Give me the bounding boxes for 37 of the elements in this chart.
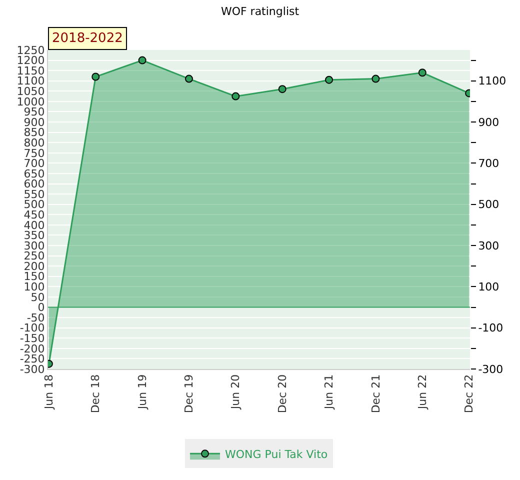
y2-tick-label: 500 [478,198,500,212]
legend-label: WONG Pui Tak Vito [225,448,328,461]
y-tick-label: -200 [20,342,45,356]
x-tick-label: Dec 19 [182,374,196,414]
y-tick-label: 400 [24,218,45,232]
y2-tick-label: 300 [478,239,500,252]
x-tick-label: Jun 19 [136,374,149,410]
y-tick-label: 150 [24,270,45,284]
point [372,74,380,83]
point [138,56,146,64]
y2-tick-label: -300 [478,362,504,376]
x-tick-label: Jun 20 [229,374,242,410]
y2-tick-label: 1100 [478,74,506,88]
x-tick-label: Jun 21 [322,374,336,410]
x-tick-label: Dec 22 [462,374,476,414]
y-tick-label: 1100 [16,74,45,88]
x-tick-label: Jun 18 [42,374,56,410]
x-tick-label: Dec 18 [89,374,102,414]
point [92,72,100,81]
y-tick-label: 750 [24,146,45,160]
text: 2018-2022 [52,31,123,46]
y2-tick-label: 100 [478,280,500,294]
x-tick-label: Jun 22 [416,374,429,410]
y-tick-label: 1250 [16,44,45,57]
y2-tick-label: 900 [478,116,500,129]
y2-tick-label: 700 [478,157,500,170]
y-tick-label: 450 [24,208,45,222]
y2-tick-label: -100 [478,322,504,335]
point [278,85,286,94]
point [232,92,240,100]
chart-title: WOF ratinglist [220,4,300,18]
y-tick-label: 500 [24,198,45,212]
point [418,68,426,77]
x-tick-label: Dec 20 [276,374,289,414]
x-tick-label: Dec 21 [369,374,382,414]
point [325,76,334,84]
point [184,74,193,83]
